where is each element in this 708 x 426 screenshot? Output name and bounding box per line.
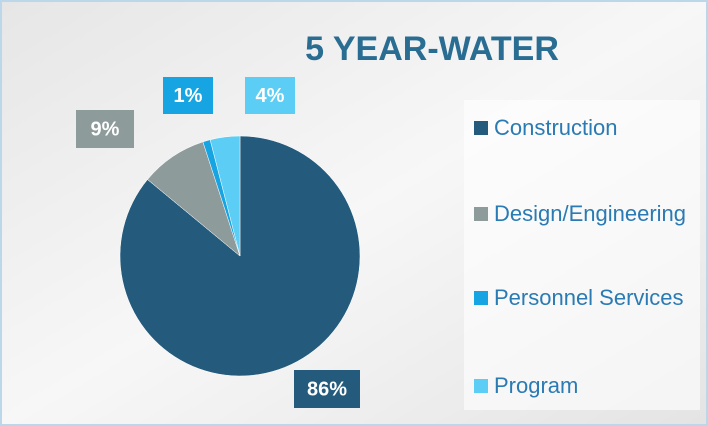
- legend-label: Personnel Services: [494, 285, 684, 310]
- legend-swatch: [474, 207, 488, 221]
- data-label-box: [294, 370, 360, 408]
- legend-item: Design/Engineering: [474, 194, 700, 234]
- data-label: 86%: [307, 378, 347, 400]
- data-label: 9%: [91, 118, 120, 140]
- legend-swatch: [474, 121, 488, 135]
- legend: Construction Design/Engineering Personnel …: [464, 100, 700, 410]
- legend-label: Design/Engineering: [494, 201, 687, 226]
- legend-label: Construction: [494, 115, 618, 140]
- legend-item: Program: [474, 366, 700, 406]
- legend-label: Program: [494, 373, 579, 398]
- pie-slice: [209, 135, 241, 257]
- data-label: 1%: [174, 85, 203, 107]
- data-label: 4%: [256, 85, 285, 107]
- data-label-box: [245, 77, 295, 114]
- data-label-box: [76, 110, 134, 148]
- legend-swatch: [474, 379, 488, 393]
- data-label-box: [163, 77, 213, 114]
- legend-item: Personnel Services: [474, 278, 700, 318]
- legend-item: Construction: [474, 108, 700, 148]
- chart-title: 5 YEAR-WATER: [305, 30, 559, 68]
- legend-swatch: [474, 291, 488, 305]
